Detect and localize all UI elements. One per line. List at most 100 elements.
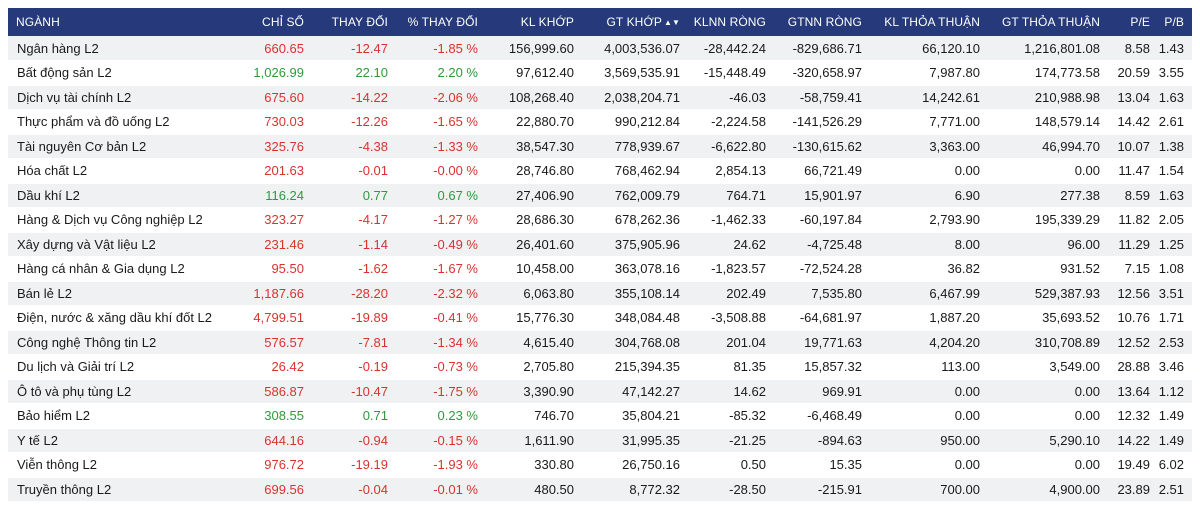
col-header-index[interactable]: CHỈ SỐ	[262, 15, 304, 29]
col-header-change[interactable]: THAY ĐỔI	[331, 15, 388, 29]
cell-deal-value: 310,708.89	[988, 330, 1108, 355]
cell-deal-value: 1,216,801.08	[988, 36, 1108, 61]
table-row[interactable]: Bảo hiểm L2 308.55 0.71 0.23 % 746.70 35,804.…	[8, 403, 1192, 429]
cell-deal-value: 0.00	[988, 158, 1108, 184]
cell-sector[interactable]: Hàng cá nhân & Gia dụng L2	[8, 256, 240, 282]
cell-foreign-net-value: -320,658.97	[774, 60, 870, 86]
cell-sector[interactable]: Bất động sản L2	[8, 60, 240, 86]
cell-match-volume: 4,615.40	[486, 330, 582, 355]
cell-sector[interactable]: Dầu khí L2	[8, 183, 240, 208]
cell-sector[interactable]: Tài nguyên Cơ bản L2	[8, 134, 240, 159]
cell-sector[interactable]: Ngân hàng L2	[8, 36, 240, 61]
cell-match-value: 47,142.27	[582, 379, 688, 404]
cell-pb: 3.55	[1158, 60, 1192, 86]
cell-index: 1,026.99	[240, 60, 312, 86]
cell-foreign-net-volume: -28.50	[688, 477, 774, 502]
cell-pe: 12.32	[1108, 403, 1158, 429]
cell-sector[interactable]: Truyền thông L2	[8, 477, 240, 502]
cell-deal-volume: 7,771.00	[870, 109, 988, 135]
col-header-foreign-net-volume[interactable]: KLNN RÒNG	[693, 15, 766, 29]
cell-foreign-net-value: 969.91	[774, 379, 870, 404]
table-row[interactable]: Xây dựng và Vật liệu L2 231.46 -1.14 -0.49 …	[8, 232, 1192, 257]
cell-foreign-net-value: 66,721.49	[774, 158, 870, 184]
cell-deal-volume: 0.00	[870, 452, 988, 478]
cell-sector[interactable]: Dịch vụ tài chính L2	[8, 85, 240, 110]
cell-match-volume: 156,999.60	[486, 36, 582, 61]
table-row[interactable]: Ô tô và phụ tùng L2 586.87 -10.47 -1.75 % 3,…	[8, 379, 1192, 404]
cell-match-value: 375,905.96	[582, 232, 688, 257]
cell-pe: 14.42	[1108, 109, 1158, 135]
table-row[interactable]: Thực phẩm và đồ uống L2 730.03 -12.26 -1.65…	[8, 109, 1192, 135]
cell-sector[interactable]: Viễn thông L2	[8, 452, 240, 478]
cell-sector[interactable]: Hóa chất L2	[8, 158, 240, 184]
cell-foreign-net-value: 7,535.80	[774, 281, 870, 306]
cell-change: -0.19	[312, 354, 396, 380]
table-row[interactable]: Bán lẻ L2 1,187.66 -28.20 -2.32 % 6,063.80 35…	[8, 281, 1192, 306]
cell-pct-change: 0.23 %	[396, 403, 486, 429]
table-row[interactable]: Viễn thông L2 976.72 -19.19 -1.93 % 330.80 26…	[8, 452, 1192, 478]
table-row[interactable]: Hàng cá nhân & Gia dụng L2 95.50 -1.62 -1.6…	[8, 256, 1192, 282]
cell-match-volume: 26,401.60	[486, 232, 582, 257]
cell-deal-volume: 2,793.90	[870, 207, 988, 233]
col-header-match-value[interactable]: GT KHỚP ▲▼	[582, 8, 688, 36]
table-row[interactable]: Hàng & Dịch vụ Công nghiệp L2 323.27 -4.17…	[8, 207, 1192, 233]
table-row[interactable]: Điện, nước & xăng dầu khí đốt L2 4,799.51…	[8, 305, 1192, 331]
col-header-foreign-net-value[interactable]: GTNN RÒNG	[787, 15, 862, 29]
cell-change: -12.47	[312, 36, 396, 61]
cell-pct-change: -1.67 %	[396, 256, 486, 282]
col-header-deal-value[interactable]: GT THỎA THUẬN	[1002, 15, 1100, 29]
cell-sector[interactable]: Hàng & Dịch vụ Công nghiệp L2	[8, 207, 240, 233]
cell-pe: 13.64	[1108, 379, 1158, 404]
cell-pe: 7.15	[1108, 256, 1158, 282]
cell-sector[interactable]: Ô tô và phụ tùng L2	[8, 379, 240, 404]
table-row[interactable]: Dịch vụ tài chính L2 675.60 -14.22 -2.06 % 1…	[8, 85, 1192, 110]
cell-match-volume: 330.80	[486, 452, 582, 478]
table-row[interactable]: Bất động sản L2 1,026.99 22.10 2.20 % 97,612…	[8, 60, 1192, 86]
cell-match-volume: 3,390.90	[486, 379, 582, 404]
cell-deal-volume: 8.00	[870, 232, 988, 257]
cell-sector[interactable]: Công nghệ Thông tin L2	[8, 330, 240, 355]
cell-pct-change: -2.32 %	[396, 281, 486, 306]
sort-icon[interactable]: ▲▼	[663, 18, 680, 27]
cell-sector[interactable]: Xây dựng và Vật liệu L2	[8, 232, 240, 257]
col-header-deal-volume[interactable]: KL THỎA THUẬN	[884, 15, 980, 29]
cell-deal-value: 3,549.00	[988, 354, 1108, 380]
cell-deal-value: 931.52	[988, 256, 1108, 282]
table-row[interactable]: Hóa chất L2 201.63 -0.01 -0.00 % 28,746.80 76…	[8, 158, 1192, 184]
cell-sector[interactable]: Điện, nước & xăng dầu khí đốt L2	[8, 305, 240, 331]
cell-deal-volume: 6,467.99	[870, 281, 988, 306]
cell-sector[interactable]: Y tế L2	[8, 428, 240, 453]
cell-change: -10.47	[312, 379, 396, 404]
cell-deal-volume: 0.00	[870, 379, 988, 404]
cell-sector[interactable]: Bán lẻ L2	[8, 281, 240, 306]
cell-deal-value: 210,988.98	[988, 85, 1108, 110]
table-row[interactable]: Du lịch và Giải trí L2 26.42 -0.19 -0.73 % 2…	[8, 354, 1192, 380]
cell-deal-volume: 3,363.00	[870, 134, 988, 159]
cell-match-volume: 108,268.40	[486, 85, 582, 110]
cell-deal-volume: 0.00	[870, 403, 988, 429]
cell-index: 95.50	[240, 256, 312, 282]
cell-match-volume: 38,547.30	[486, 134, 582, 159]
cell-deal-value: 195,339.29	[988, 207, 1108, 233]
col-header-pb[interactable]: P/B	[1164, 15, 1184, 29]
table-row[interactable]: Công nghệ Thông tin L2 576.57 -7.81 -1.34 %…	[8, 330, 1192, 355]
table-row[interactable]: Ngân hàng L2 660.65 -12.47 -1.85 % 156,999.6…	[8, 36, 1192, 61]
table-row[interactable]: Dầu khí L2 116.24 0.77 0.67 % 27,406.90 762,0…	[8, 183, 1192, 208]
cell-pb: 1.54	[1158, 158, 1192, 184]
cell-pb: 2.05	[1158, 207, 1192, 233]
table-row[interactable]: Truyền thông L2 699.56 -0.04 -0.01 % 480.50 8…	[8, 477, 1192, 502]
col-header-match-volume[interactable]: KL KHỚP	[520, 15, 574, 29]
col-header-pe[interactable]: P/E	[1130, 15, 1150, 29]
cell-foreign-net-value: 15.35	[774, 452, 870, 478]
cell-deal-volume: 0.00	[870, 158, 988, 184]
col-header-sector[interactable]: NGÀNH	[16, 15, 60, 29]
table-row[interactable]: Tài nguyên Cơ bản L2 325.76 -4.38 -1.33 % 38…	[8, 134, 1192, 159]
cell-sector[interactable]: Thực phẩm và đồ uống L2	[8, 109, 240, 135]
cell-sector[interactable]: Du lịch và Giải trí L2	[8, 354, 240, 380]
cell-deal-volume: 36.82	[870, 256, 988, 282]
cell-match-volume: 28,746.80	[486, 158, 582, 184]
col-header-pct-change[interactable]: % THAY ĐỔI	[407, 15, 478, 29]
cell-sector[interactable]: Bảo hiểm L2	[8, 403, 240, 429]
table-row[interactable]: Y tế L2 644.16 -0.94 -0.15 % 1,611.90 31,995.…	[8, 428, 1192, 453]
cell-match-value: 215,394.35	[582, 354, 688, 380]
